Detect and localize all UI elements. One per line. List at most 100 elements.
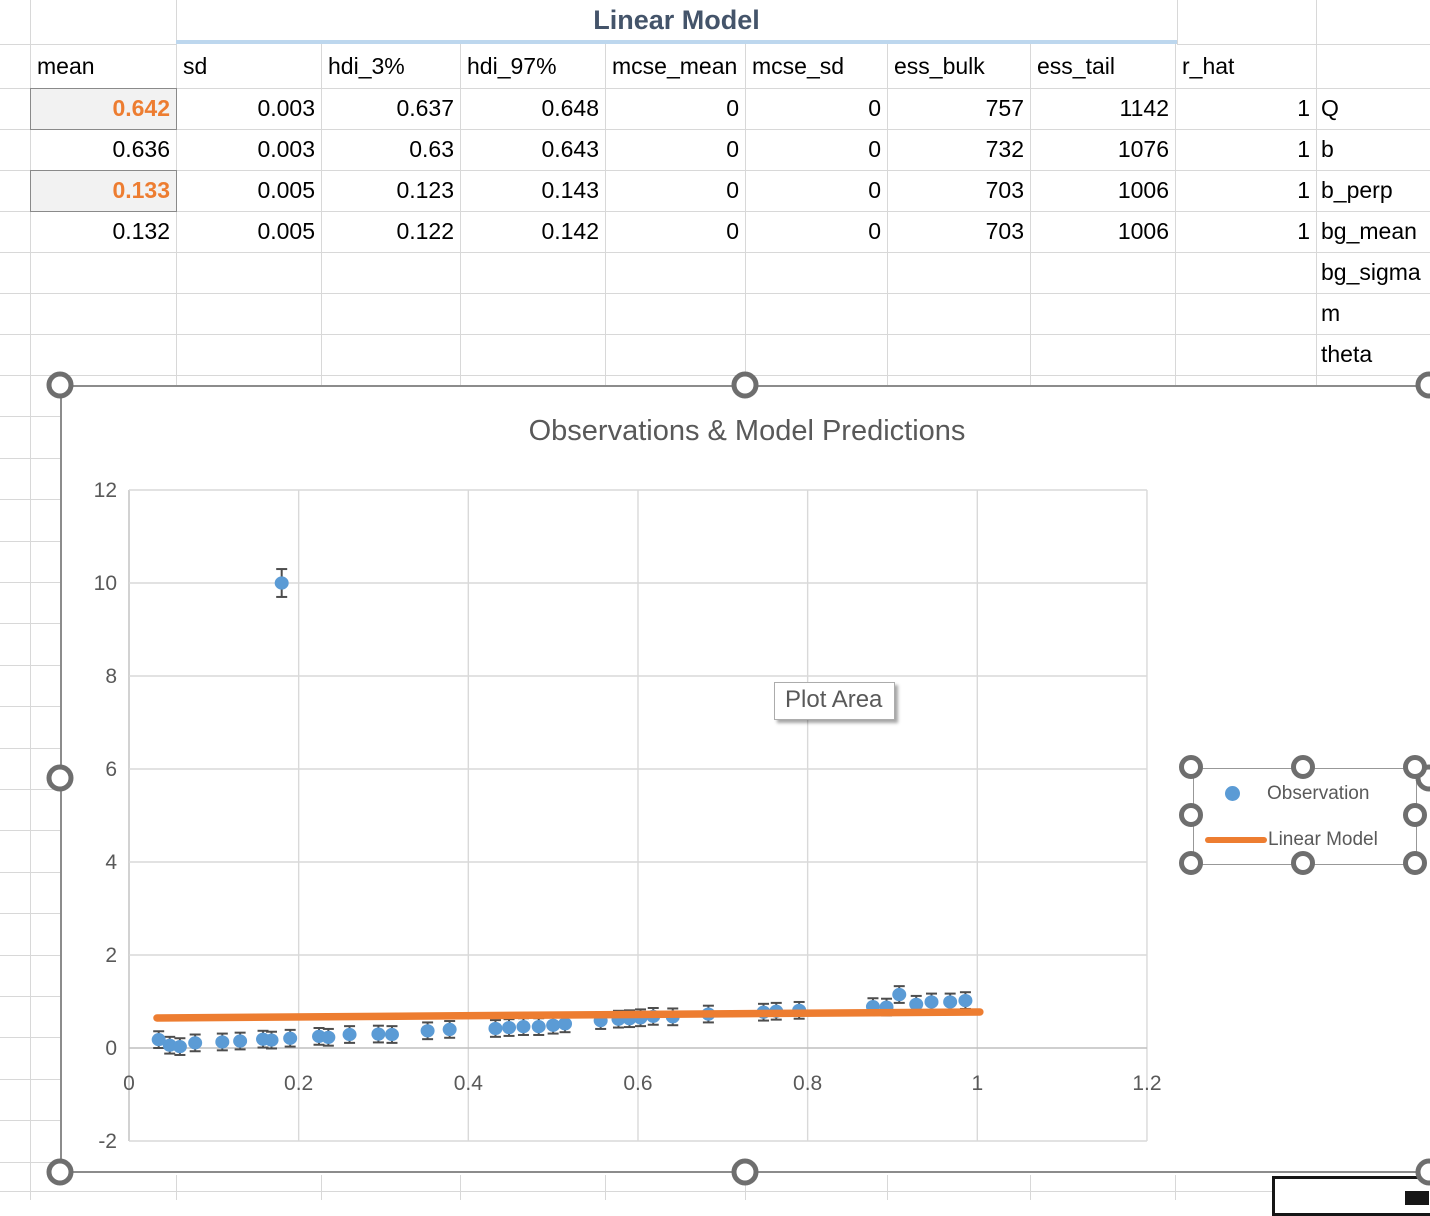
x-tick-label[interactable]: 0.4 xyxy=(454,1072,484,1095)
column-header-ess_tail[interactable]: ess_tail xyxy=(1030,44,1175,88)
table-cell[interactable]: 0 xyxy=(605,211,745,252)
data-point[interactable] xyxy=(385,1028,399,1041)
data-point[interactable] xyxy=(265,1033,279,1046)
table-cell[interactable]: 0.005 xyxy=(176,170,321,211)
y-tick-label[interactable]: 0 xyxy=(105,1037,117,1060)
table-cell[interactable]: 1 xyxy=(1175,211,1316,252)
table-cell[interactable]: 757 xyxy=(887,88,1030,129)
table-cell[interactable]: 0 xyxy=(605,88,745,129)
legend-selection-handle[interactable] xyxy=(1179,851,1203,875)
y-tick-label[interactable]: 6 xyxy=(105,758,117,781)
y-tick-label[interactable]: -2 xyxy=(98,1130,117,1153)
table-cell[interactable]: 0 xyxy=(745,170,887,211)
y-tick-label[interactable]: 10 xyxy=(94,572,117,595)
table-cell[interactable]: 0.122 xyxy=(321,211,460,252)
data-point[interactable] xyxy=(558,1017,572,1030)
chart-title[interactable]: Observations & Model Predictions xyxy=(62,415,1430,448)
chart-selection-handle[interactable] xyxy=(47,765,74,792)
table-cell[interactable]: 0.003 xyxy=(176,88,321,129)
column-header-mcse_mean[interactable]: mcse_mean xyxy=(605,44,745,88)
x-tick-label[interactable]: 0.6 xyxy=(623,1072,652,1095)
x-tick-label[interactable]: 1.2 xyxy=(1132,1072,1161,1095)
x-tick-label[interactable]: 0 xyxy=(123,1072,135,1095)
table-cell[interactable]: 1 xyxy=(1175,129,1316,170)
column-header-ess_bulk[interactable]: ess_bulk xyxy=(887,44,1030,88)
model-line[interactable] xyxy=(157,1012,980,1018)
param-label-m[interactable]: m xyxy=(1316,293,1430,334)
table-cell[interactable]: 1076 xyxy=(1030,129,1175,170)
data-point[interactable] xyxy=(321,1031,335,1044)
chart-selection-handle[interactable] xyxy=(732,1159,759,1186)
column-header-r_hat[interactable]: r_hat xyxy=(1175,44,1316,88)
data-point[interactable] xyxy=(488,1022,502,1035)
table-cell[interactable]: 0.132 xyxy=(30,211,176,252)
table-cell[interactable]: 0.637 xyxy=(321,88,460,129)
data-point[interactable] xyxy=(924,995,938,1008)
data-point[interactable] xyxy=(546,1019,560,1032)
data-point[interactable] xyxy=(343,1028,357,1041)
data-point[interactable] xyxy=(892,988,906,1001)
table-cell[interactable]: 0 xyxy=(605,170,745,211)
column-header-mean[interactable]: mean xyxy=(30,44,176,88)
legend-selection-handle[interactable] xyxy=(1403,803,1427,827)
legend-selection-handle[interactable] xyxy=(1179,803,1203,827)
table-cell[interactable]: 0.636 xyxy=(30,129,176,170)
param-label-theta[interactable]: theta xyxy=(1316,334,1430,375)
table-cell[interactable]: 0.003 xyxy=(176,129,321,170)
y-tick-label[interactable]: 8 xyxy=(105,665,117,688)
table-cell[interactable]: 0.133 xyxy=(30,170,176,211)
table-cell[interactable]: 1 xyxy=(1175,88,1316,129)
param-label-Q[interactable]: Q xyxy=(1316,88,1430,129)
x-tick-label[interactable]: 1 xyxy=(971,1072,983,1095)
table-cell[interactable]: 0 xyxy=(745,88,887,129)
data-point[interactable] xyxy=(215,1035,229,1048)
param-label-bg_sigma[interactable]: bg_sigma xyxy=(1316,252,1430,293)
legend-selection-handle[interactable] xyxy=(1179,755,1203,779)
data-point[interactable] xyxy=(532,1020,546,1033)
table-cell[interactable]: 0.142 xyxy=(460,211,605,252)
column-header-hdi_97%[interactable]: hdi_97% xyxy=(460,44,605,88)
legend-selection-handle[interactable] xyxy=(1403,851,1427,875)
table-cell[interactable]: 703 xyxy=(887,170,1030,211)
data-point[interactable] xyxy=(188,1036,202,1049)
x-tick-label[interactable]: 0.2 xyxy=(284,1072,313,1095)
chart-object[interactable]: -2 0 2 4 6 8 10 12 0 0.2 0.4 0.6 0.8 1 1.2 Observation… xyxy=(60,385,1430,1173)
chart-selection-handle[interactable] xyxy=(47,1159,74,1186)
y-tick-label[interactable]: 12 xyxy=(94,479,117,502)
column-header-mcse_sd[interactable]: mcse_sd xyxy=(745,44,887,88)
table-cell[interactable]: 0.123 xyxy=(321,170,460,211)
table-cell[interactable]: 0 xyxy=(605,129,745,170)
table-cell[interactable]: 732 xyxy=(887,129,1030,170)
data-point[interactable] xyxy=(443,1023,457,1036)
param-label-b[interactable]: b xyxy=(1316,129,1430,170)
table-cell[interactable]: 1006 xyxy=(1030,170,1175,211)
legend-label-linear-model[interactable]: Linear Model xyxy=(1268,829,1378,851)
y-tick-label[interactable]: 2 xyxy=(105,944,117,967)
table-cell[interactable]: 1 xyxy=(1175,170,1316,211)
y-tick-label[interactable]: 4 xyxy=(105,851,117,874)
legend-label-observation[interactable]: Observation xyxy=(1267,783,1369,805)
legend-selection-handle[interactable] xyxy=(1291,755,1315,779)
chart-selection-handle[interactable] xyxy=(47,372,74,399)
data-point[interactable] xyxy=(958,994,972,1007)
data-point[interactable] xyxy=(502,1021,516,1034)
param-label-bg_mean[interactable]: bg_mean xyxy=(1316,211,1430,252)
column-header-sd[interactable]: sd xyxy=(176,44,321,88)
param-label-b_perp[interactable]: b_perp xyxy=(1316,170,1430,211)
data-point[interactable] xyxy=(173,1040,187,1053)
chart-selection-handle[interactable] xyxy=(732,372,759,399)
table-cell[interactable]: 1142 xyxy=(1030,88,1175,129)
table-cell[interactable]: 0.648 xyxy=(460,88,605,129)
table-cell[interactable]: 703 xyxy=(887,211,1030,252)
data-point[interactable] xyxy=(233,1034,247,1047)
table-cell[interactable]: 0.643 xyxy=(460,129,605,170)
table-cell[interactable]: 0.63 xyxy=(321,129,460,170)
data-point[interactable] xyxy=(421,1024,435,1037)
table-cell[interactable]: 1006 xyxy=(1030,211,1175,252)
data-point[interactable] xyxy=(943,995,957,1008)
table-cell[interactable]: 0 xyxy=(745,211,887,252)
data-point[interactable] xyxy=(371,1027,385,1040)
table-cell[interactable]: 0 xyxy=(745,129,887,170)
x-tick-label[interactable]: 0.8 xyxy=(793,1072,822,1095)
legend-selection-handle[interactable] xyxy=(1291,851,1315,875)
